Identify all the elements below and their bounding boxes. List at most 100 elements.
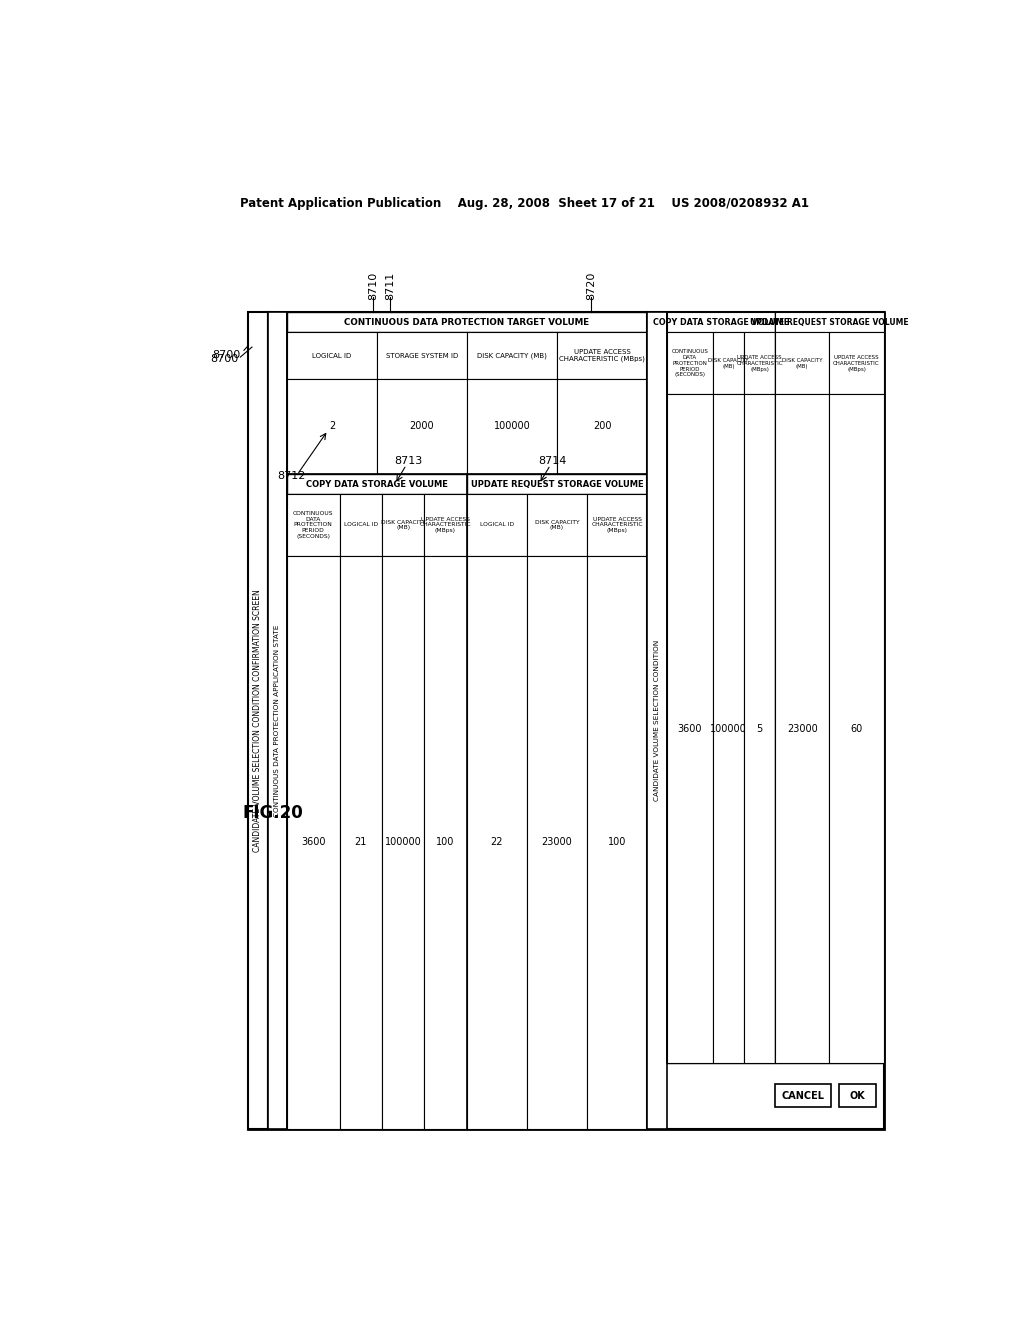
Text: LOGICAL ID: LOGICAL ID — [479, 523, 514, 528]
Text: CONTINUOUS DATA PROTECTION TARGET VOLUME: CONTINUOUS DATA PROTECTION TARGET VOLUME — [344, 318, 590, 327]
Bar — [775, 313, 884, 1063]
Text: DISK CAPACITY
(MB): DISK CAPACITY (MB) — [381, 520, 425, 531]
Text: 8720: 8720 — [587, 272, 596, 301]
Bar — [467, 379, 557, 474]
Text: UPDATE ACCESS
CHARACTERISTIC
(MBps): UPDATE ACCESS CHARACTERISTIC (MBps) — [736, 355, 783, 371]
Text: 8700: 8700 — [211, 354, 239, 363]
Text: CONTINUOUS DATA PROTECTION APPLICATION STATE: CONTINUOUS DATA PROTECTION APPLICATION S… — [274, 624, 281, 817]
Bar — [587, 494, 647, 556]
Bar — [287, 474, 467, 1129]
Bar — [775, 1084, 830, 1107]
Bar — [713, 333, 744, 395]
Bar — [287, 333, 377, 379]
Bar — [467, 474, 647, 1129]
Text: COPY DATA STORAGE VOLUME: COPY DATA STORAGE VOLUME — [653, 318, 788, 327]
Bar — [667, 313, 775, 333]
Text: DISK CAPACITY
(MB): DISK CAPACITY (MB) — [709, 358, 749, 368]
Text: 8711: 8711 — [385, 272, 395, 301]
Bar — [267, 313, 287, 1129]
Bar — [467, 556, 527, 1129]
Bar — [467, 333, 557, 379]
Bar — [667, 313, 884, 1063]
Text: 100000: 100000 — [711, 723, 746, 734]
Bar — [667, 395, 713, 1063]
Bar — [248, 313, 884, 1129]
Bar — [377, 379, 467, 474]
Text: DISK CAPACITY
(MB): DISK CAPACITY (MB) — [535, 520, 580, 531]
Bar — [829, 395, 884, 1063]
Bar — [377, 333, 467, 379]
Bar — [527, 494, 587, 556]
Text: 100000: 100000 — [385, 837, 422, 847]
Text: UPDATE REQUEST STORAGE VOLUME: UPDATE REQUEST STORAGE VOLUME — [471, 479, 643, 488]
Bar — [340, 556, 382, 1129]
Bar — [382, 556, 424, 1129]
Text: OK: OK — [849, 1090, 865, 1101]
Text: 22: 22 — [490, 837, 503, 847]
Bar — [775, 333, 829, 395]
Bar — [424, 494, 467, 556]
Text: 8710: 8710 — [368, 272, 378, 301]
Text: LOGICAL ID: LOGICAL ID — [312, 352, 351, 359]
Bar — [527, 556, 587, 1129]
Text: UPDATE ACCESS
CHARACTERISTIC
(MBps): UPDATE ACCESS CHARACTERISTIC (MBps) — [592, 516, 643, 533]
Bar — [287, 474, 467, 494]
Text: 200: 200 — [593, 421, 611, 432]
Bar — [557, 379, 647, 474]
Text: CANDIDATE VOLUME SELECTION CONDITION: CANDIDATE VOLUME SELECTION CONDITION — [654, 640, 659, 801]
Bar — [467, 474, 647, 494]
Bar — [744, 395, 775, 1063]
Bar — [587, 556, 647, 1129]
Bar — [744, 333, 775, 395]
Bar — [424, 556, 467, 1129]
Text: 5: 5 — [757, 723, 763, 734]
Text: CANCEL: CANCEL — [781, 1090, 824, 1101]
Text: DISK CAPACITY
(MB): DISK CAPACITY (MB) — [782, 358, 822, 368]
Text: UPDATE ACCESS
CHARACTERISTIC
(MBps): UPDATE ACCESS CHARACTERISTIC (MBps) — [834, 355, 880, 371]
Text: CANDIDATE VOLUME SELECTION CONDITION CONFIRMATION SCREEN: CANDIDATE VOLUME SELECTION CONDITION CON… — [253, 589, 262, 851]
Text: DISK CAPACITY (MB): DISK CAPACITY (MB) — [477, 352, 547, 359]
Bar — [775, 313, 884, 333]
Bar — [647, 313, 884, 1129]
Text: CONTINUOUS
DATA
PROTECTION
PERIOD
(SECONDS): CONTINUOUS DATA PROTECTION PERIOD (SECON… — [293, 511, 334, 539]
Bar — [667, 333, 713, 395]
Text: UPDATE ACCESS
CHARACTERISTIC (MBps): UPDATE ACCESS CHARACTERISTIC (MBps) — [559, 348, 645, 362]
Bar — [287, 494, 340, 556]
Bar — [340, 494, 382, 556]
Text: 23000: 23000 — [542, 837, 572, 847]
Text: 3600: 3600 — [678, 723, 702, 734]
Text: 100: 100 — [608, 837, 627, 847]
Text: 2: 2 — [329, 421, 335, 432]
Text: Patent Application Publication    Aug. 28, 2008  Sheet 17 of 21    US 2008/02089: Patent Application Publication Aug. 28, … — [241, 197, 809, 210]
Text: 100: 100 — [436, 837, 455, 847]
Bar — [467, 494, 527, 556]
Text: 8714: 8714 — [539, 455, 567, 466]
Text: 8712: 8712 — [278, 471, 306, 482]
Bar — [647, 313, 667, 1129]
Bar — [382, 494, 424, 556]
Bar — [713, 395, 744, 1063]
Bar — [287, 313, 647, 474]
Text: 2000: 2000 — [410, 421, 434, 432]
Bar — [267, 313, 647, 1129]
Text: CONTINUOUS
DATA
PROTECTION
PERIOD
(SECONDS): CONTINUOUS DATA PROTECTION PERIOD (SECON… — [672, 348, 709, 378]
Text: 3600: 3600 — [301, 837, 326, 847]
Bar — [557, 333, 647, 379]
Bar — [287, 556, 340, 1129]
Text: COPY DATA STORAGE VOLUME: COPY DATA STORAGE VOLUME — [306, 479, 447, 488]
Text: 23000: 23000 — [786, 723, 817, 734]
Bar — [839, 1084, 876, 1107]
Text: 8700: 8700 — [212, 350, 241, 360]
Text: 100000: 100000 — [494, 421, 530, 432]
Bar — [829, 333, 884, 395]
Text: STORAGE SYSTEM ID: STORAGE SYSTEM ID — [386, 352, 458, 359]
Bar — [775, 395, 829, 1063]
Text: 8713: 8713 — [394, 455, 423, 466]
Text: 21: 21 — [354, 837, 367, 847]
Bar — [287, 379, 377, 474]
Bar — [287, 313, 647, 333]
Text: LOGICAL ID: LOGICAL ID — [344, 523, 378, 528]
Text: 60: 60 — [850, 723, 862, 734]
Text: UPDATE ACCESS
CHARACTERISTIC
(MBps): UPDATE ACCESS CHARACTERISTIC (MBps) — [420, 516, 471, 533]
Bar — [667, 313, 775, 1063]
